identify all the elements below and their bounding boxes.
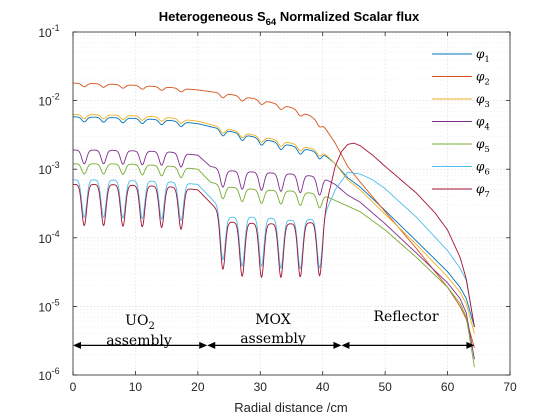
y-tick-label-4: 10-2 — [38, 92, 59, 109]
series-line-3 — [73, 113, 475, 334]
region-arrow-head-right-2 — [466, 341, 475, 349]
x-tick-label-5: 50 — [378, 380, 392, 394]
region-arrow-head-right-1 — [333, 341, 342, 349]
series-line-5 — [73, 163, 475, 368]
legend: φ1 φ2 φ3 φ4 φ5 φ6 φ7 — [432, 47, 490, 200]
region-arrow-head-left-0 — [73, 341, 81, 349]
region-annotations: UO2 assembly MOX assembly Reflector — [73, 309, 475, 349]
legend-label-6: φ6 — [476, 160, 490, 178]
x-tick-label-2: 20 — [191, 380, 205, 394]
legend-label-5: φ5 — [476, 137, 490, 155]
y-tick-label-5: 10-1 — [38, 23, 59, 40]
x-tick-label-3: 30 — [254, 380, 268, 394]
legend-label-4: φ4 — [476, 115, 490, 133]
axes-box — [72, 31, 511, 376]
y-tick-label-3: 10-3 — [38, 160, 59, 177]
legend-label-2: φ2 — [476, 70, 490, 88]
region-arrow-head-left-2 — [341, 341, 350, 349]
legend-label-7: φ7 — [476, 182, 490, 200]
x-tick-label-1: 10 — [129, 380, 143, 394]
uo2-label: UO2 — [125, 313, 155, 332]
reflector-label: Reflector — [373, 309, 438, 325]
y-tick-label-0: 10-6 — [38, 366, 59, 383]
chart-title: Heterogeneous S64 Normalized Scalar flux — [159, 9, 420, 28]
x-tick-label-0: 0 — [70, 380, 77, 394]
series-line-6 — [73, 171, 475, 328]
axis-ticks: 0 10 20 30 40 50 60 70 10-6 10-5 10-4 10-3 10-2 10-1 — [38, 23, 517, 394]
legend-label-1: φ1 — [476, 47, 490, 65]
legend-label-3: φ3 — [476, 92, 490, 110]
region-arrow-head-right-0 — [199, 341, 208, 349]
region-arrow-head-left-1 — [207, 341, 216, 349]
x-tick-label-6: 60 — [441, 380, 455, 394]
region-arrows — [73, 341, 475, 349]
x-tick-label-4: 40 — [316, 380, 330, 394]
x-tick-label-7: 70 — [503, 380, 517, 394]
uo2-assembly-label: assembly — [106, 333, 172, 349]
mox-label: MOX — [255, 312, 291, 328]
series-lines — [72, 82, 475, 368]
y-tick-label-1: 10-5 — [38, 297, 59, 314]
series-line-1 — [72, 116, 475, 328]
series-line-2 — [72, 82, 475, 348]
series-line-4 — [73, 149, 475, 360]
x-axis-label: Radial distance /cm — [234, 400, 347, 415]
series-line-7 — [73, 142, 475, 328]
mox-assembly-label: assembly — [240, 331, 306, 347]
y-tick-label-2: 10-4 — [38, 229, 59, 246]
